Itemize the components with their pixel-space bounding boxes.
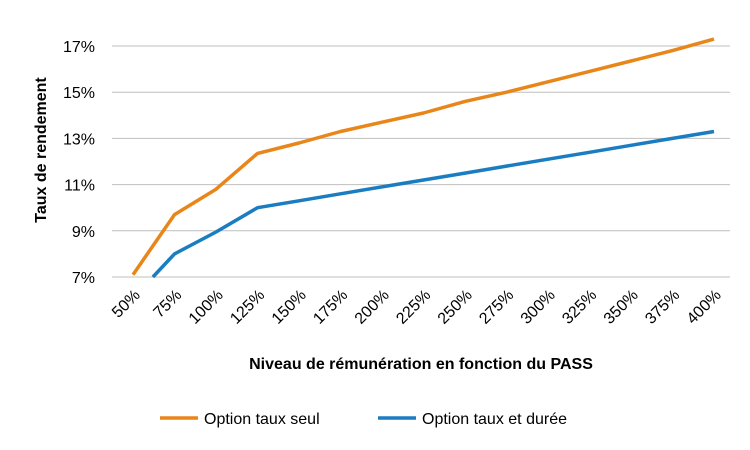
x-tick-label: 150%: [269, 287, 310, 328]
series-line-1: [131, 37, 715, 276]
y-tick-label: 11%: [64, 178, 95, 195]
x-tick-label: 300%: [518, 287, 559, 328]
y-tick-label: 17%: [63, 39, 95, 56]
legend-item-2: Option taux et durée: [378, 411, 567, 428]
series-lines: [131, 37, 715, 279]
y-tick-label: 13%: [63, 131, 95, 148]
legend-item-1: Option taux seul: [160, 411, 320, 428]
x-tick-label: 375%: [642, 287, 683, 328]
series-line-2: [151, 129, 715, 279]
y-tick-label: 9%: [72, 224, 95, 241]
x-tick-label: 125%: [227, 287, 268, 328]
y-axis-ticks: 7% 9% 11% 13% 15% 17%: [63, 39, 95, 287]
x-tick-label: 400%: [684, 287, 725, 328]
x-tick-label: 175%: [310, 287, 351, 328]
x-tick-label: 100%: [186, 287, 227, 328]
x-tick-label: 200%: [352, 287, 393, 328]
x-tick-label: 225%: [393, 287, 434, 328]
x-tick-label: 275%: [476, 287, 517, 328]
y-axis-title: Taux de rendement: [33, 77, 50, 223]
x-tick-label: 350%: [601, 287, 642, 328]
y-tick-label: 7%: [72, 270, 95, 287]
x-axis-title: Niveau de rémunération en fonction du PA…: [249, 356, 593, 373]
legend-label: Option taux seul: [204, 411, 320, 428]
x-axis-ticks: 50% 75% 100% 125% 150% 175% 200% 225% 250% 275% 30…: [109, 287, 725, 328]
y-tick-label: 15%: [63, 85, 95, 102]
legend: Option taux seul Option taux et durée: [160, 411, 567, 428]
x-tick-label: 325%: [559, 287, 600, 328]
x-tick-label: 50%: [109, 287, 144, 322]
gridlines: [112, 45, 730, 232]
legend-label: Option taux et durée: [422, 411, 567, 428]
x-tick-label: 75%: [151, 287, 186, 322]
x-tick-label: 250%: [435, 287, 476, 328]
